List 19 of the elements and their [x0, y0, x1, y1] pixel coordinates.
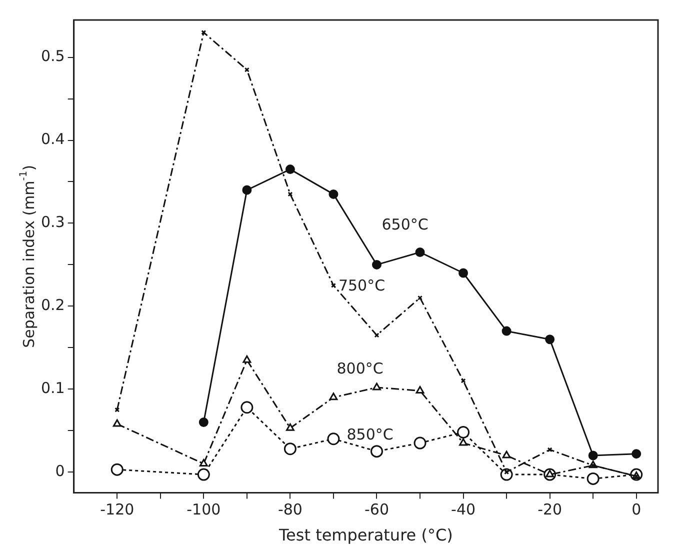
x-axis-title: Test temperature (°C): [278, 526, 453, 545]
x-tick-label: -60: [364, 500, 389, 519]
y-tick-label: 0.3: [40, 213, 65, 232]
series-label: 800°C: [336, 359, 384, 378]
x-tick-label: -20: [538, 500, 562, 519]
y-tick-label: 0.4: [40, 130, 65, 148]
y-tick-label: 0.5: [40, 47, 65, 66]
x-tick-label: -100: [186, 500, 221, 519]
series-label: 750°C: [338, 276, 386, 294]
x-tick-label: -120: [100, 500, 134, 519]
series-label: 650°C: [382, 216, 428, 234]
x-tick-label: 0: [632, 500, 642, 519]
y-tick-label: 0: [55, 462, 65, 480]
y-axis-title: Separation index (mm-1): [18, 164, 38, 348]
y-tick-label: 0.1: [40, 379, 65, 398]
y-tick-label: 0.2: [40, 296, 65, 314]
series-label: 850°C: [346, 425, 394, 444]
x-tick-label: -40: [451, 500, 476, 519]
x-tick-label: -80: [278, 500, 302, 519]
